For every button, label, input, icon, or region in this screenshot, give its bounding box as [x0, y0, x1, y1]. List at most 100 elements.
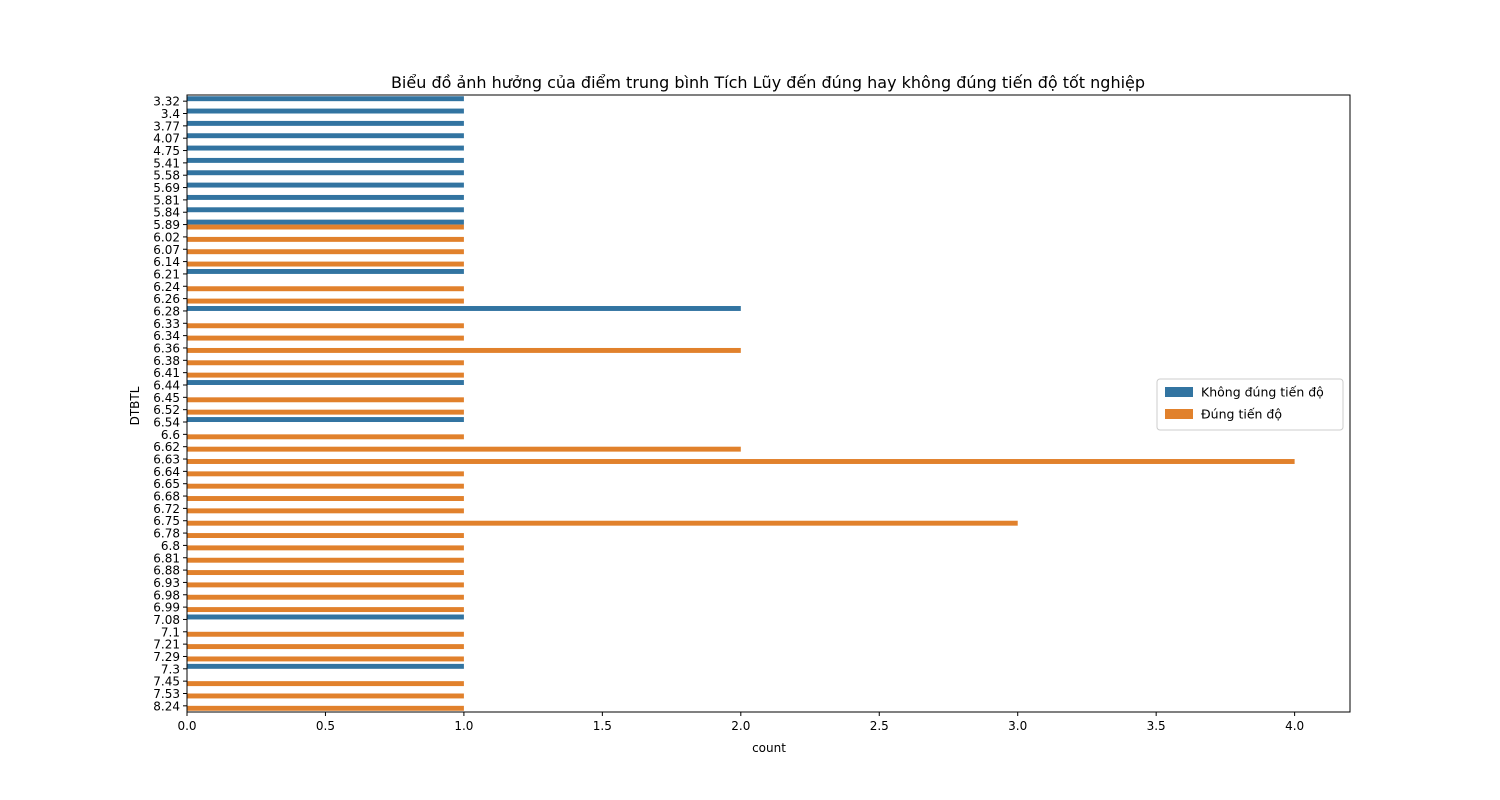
y-tick-label: 8.24	[153, 699, 180, 713]
bar	[187, 335, 464, 341]
bar	[187, 249, 464, 255]
y-tick-label: 6.62	[153, 440, 180, 454]
bar	[187, 306, 741, 311]
y-tick-label: 6.36	[153, 341, 180, 355]
bar	[187, 286, 464, 292]
bar	[187, 614, 464, 620]
y-tick-label: 6.68	[153, 490, 180, 504]
y-tick-label: 4.07	[153, 132, 180, 146]
x-tick-label: 4.0	[1285, 719, 1304, 733]
bar	[187, 644, 464, 650]
bar	[187, 594, 464, 600]
legend-swatch	[1165, 409, 1193, 419]
y-axis-ticks: 3.323.43.774.074.755.415.585.695.815.845…	[153, 95, 187, 713]
plot-frame	[186, 94, 1351, 713]
legend: Không đúng tiến độ Đúng tiến độ	[1156, 378, 1344, 431]
x-tick-label: 0.5	[316, 719, 335, 733]
y-tick-label: 6.81	[153, 551, 180, 565]
y-tick-label: 6.45	[153, 391, 180, 405]
y-tick-label: 6.78	[153, 527, 180, 541]
y-tick-label: 6.28	[153, 304, 180, 318]
y-tick-label: 6.63	[153, 453, 180, 467]
x-tick-label: 1.0	[454, 719, 473, 733]
bar	[187, 170, 464, 176]
bar	[187, 496, 464, 501]
bar	[187, 705, 464, 711]
y-tick-label: 5.81	[153, 193, 180, 207]
bar	[187, 663, 464, 669]
bar	[187, 224, 464, 230]
bar	[187, 417, 464, 423]
x-tick-label: 3.0	[1008, 719, 1027, 733]
y-tick-label: 5.89	[153, 218, 180, 232]
y-tick-label: 6.98	[153, 588, 180, 602]
y-tick-label: 3.32	[153, 95, 180, 109]
y-tick-label: 6.52	[153, 403, 180, 417]
bar	[187, 471, 464, 477]
bar	[187, 656, 464, 662]
y-tick-label: 3.4	[161, 107, 180, 121]
bar	[187, 323, 464, 329]
x-tick-label: 0.0	[177, 719, 196, 733]
legend-swatch	[1165, 387, 1193, 397]
bar	[187, 483, 464, 489]
y-tick-label: 6.26	[153, 292, 180, 306]
bar	[187, 347, 741, 353]
y-tick-label: 7.45	[153, 675, 180, 689]
y-tick-label: 3.77	[153, 119, 180, 133]
bar	[187, 157, 464, 163]
bar	[187, 194, 464, 200]
bar	[187, 96, 464, 102]
y-tick-label: 6.38	[153, 354, 180, 368]
bar	[187, 182, 464, 188]
bar	[187, 268, 464, 274]
bar	[187, 681, 464, 687]
legend-label: Không đúng tiến độ	[1201, 385, 1324, 400]
bar	[187, 631, 464, 637]
y-tick-label: 6.88	[153, 564, 180, 578]
bar	[187, 207, 464, 213]
bar	[187, 446, 741, 452]
y-tick-label: 6.64	[153, 465, 180, 479]
bar	[187, 557, 464, 563]
bar	[187, 520, 1018, 526]
bar	[187, 409, 464, 415]
bar	[187, 108, 464, 114]
x-tick-label: 3.5	[1147, 719, 1166, 733]
y-tick-label: 7.29	[153, 650, 180, 664]
y-tick-label: 6.72	[153, 502, 180, 516]
y-tick-label: 6.14	[153, 255, 180, 269]
chart-title: Biểu đồ ảnh hưởng của điểm trung bình Tí…	[391, 73, 1145, 92]
y-tick-label: 7.1	[161, 625, 180, 639]
bar	[187, 533, 464, 539]
bar	[187, 693, 464, 699]
bar	[187, 236, 464, 242]
x-axis-title: count	[752, 741, 786, 755]
bar	[187, 582, 464, 588]
y-tick-label: 6.24	[153, 280, 180, 294]
y-tick-label: 6.75	[153, 514, 180, 528]
bar	[187, 261, 464, 267]
y-tick-label: 6.02	[153, 230, 180, 244]
x-tick-label: 1.5	[593, 719, 612, 733]
bar	[187, 219, 464, 225]
y-tick-label: 5.58	[153, 169, 180, 183]
y-tick-label: 6.41	[153, 366, 180, 380]
x-axis-ticks: 0.0 0.5 1.0 1.5 2.0 2.5 3.0 3.5 4.0	[177, 712, 1304, 733]
bar	[187, 508, 464, 514]
y-tick-label: 7.08	[153, 613, 180, 627]
y-tick-label: 7.53	[153, 687, 180, 701]
y-tick-label: 6.07	[153, 243, 180, 257]
y-tick-label: 7.21	[153, 638, 180, 652]
bar	[187, 380, 464, 385]
y-tick-label: 7.3	[161, 662, 180, 676]
y-tick-label: 4.75	[153, 144, 180, 158]
y-tick-label: 5.69	[153, 181, 180, 195]
y-tick-label: 6.54	[153, 416, 180, 430]
bar	[187, 145, 464, 151]
y-tick-label: 6.44	[153, 378, 180, 392]
y-tick-label: 6.34	[153, 329, 180, 343]
y-tick-label: 6.33	[153, 317, 180, 331]
y-tick-label: 5.41	[153, 156, 180, 170]
